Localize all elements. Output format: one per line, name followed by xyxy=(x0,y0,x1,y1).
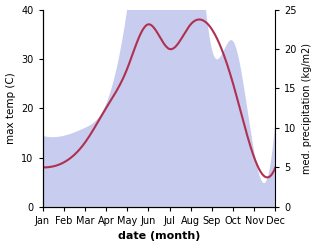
X-axis label: date (month): date (month) xyxy=(118,231,200,242)
Y-axis label: max temp (C): max temp (C) xyxy=(5,72,16,144)
Y-axis label: med. precipitation (kg/m2): med. precipitation (kg/m2) xyxy=(302,43,313,174)
